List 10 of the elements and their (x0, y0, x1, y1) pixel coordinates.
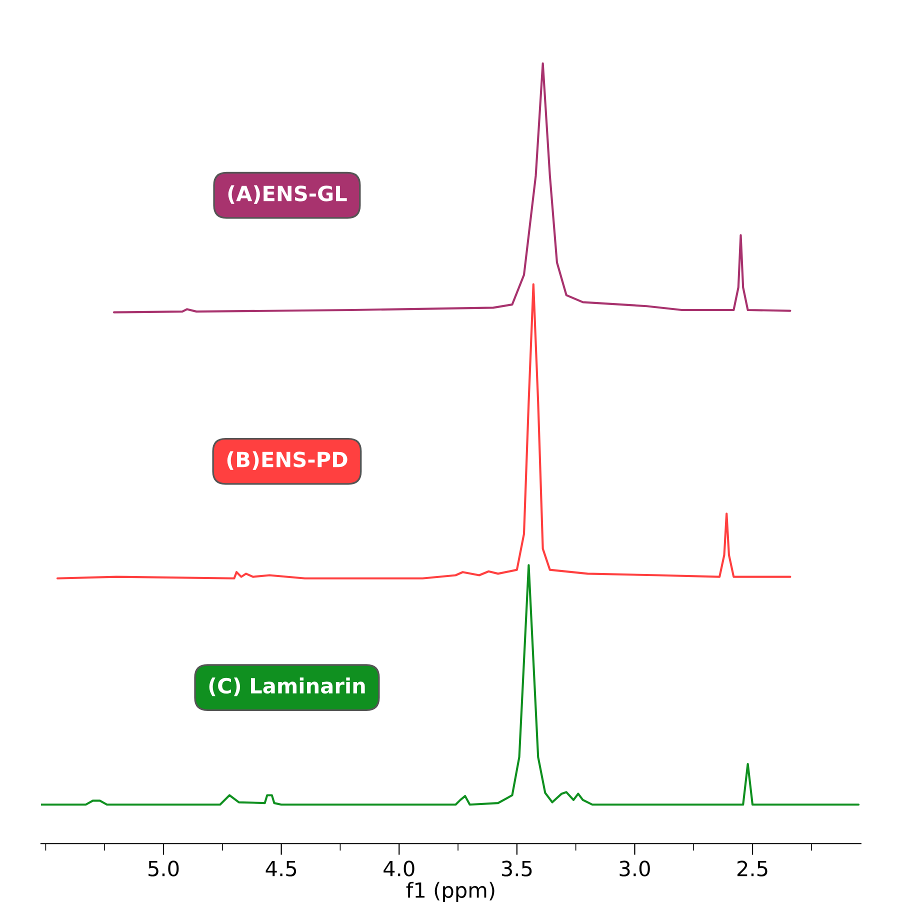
x-axis-title: f1 (ppm) (406, 882, 494, 902)
x-tick-label: 3.0 (620, 860, 650, 876)
text: (C) Laminarin (209, 678, 365, 696)
x-tick-label: 4.0 (384, 860, 414, 876)
x-tick-label: 5.0 (148, 860, 179, 876)
text: (B)ENS-PD (227, 451, 348, 470)
text: (A)ENS-GL (228, 185, 347, 204)
x-tick-label: 2.5 (737, 860, 768, 876)
x-tick-label: 3.5 (502, 860, 532, 876)
x-tick-label: 4.5 (266, 860, 296, 876)
